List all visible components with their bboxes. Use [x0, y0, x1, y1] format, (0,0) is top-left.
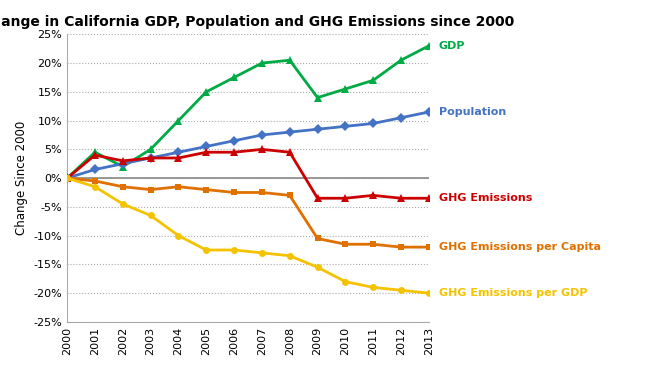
Title: Change in California GDP, Population and GHG Emissions since 2000: Change in California GDP, Population and… — [0, 15, 515, 29]
Text: GHG Emissions per GDP: GHG Emissions per GDP — [438, 288, 587, 298]
Text: GHG Emissions: GHG Emissions — [438, 193, 532, 203]
Text: GDP: GDP — [438, 41, 465, 51]
Y-axis label: Change Since 2000: Change Since 2000 — [15, 121, 28, 235]
Text: Population: Population — [438, 107, 506, 117]
Text: GHG Emissions per Capita: GHG Emissions per Capita — [438, 242, 601, 252]
